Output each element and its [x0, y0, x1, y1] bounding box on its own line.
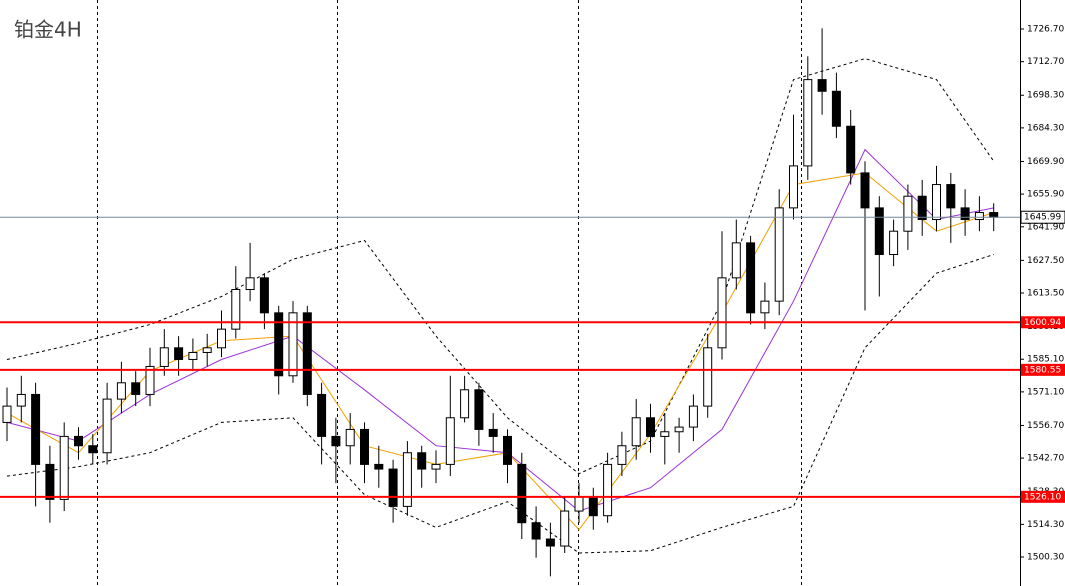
candle-body [960, 207, 970, 221]
candle-body [331, 435, 341, 447]
indicator-line [6, 254, 994, 554]
candle-body [545, 538, 555, 547]
candle-body [774, 207, 784, 302]
y-tick-label: 1542.70 [1027, 454, 1064, 464]
candle-body [388, 468, 398, 507]
candle-body [989, 212, 999, 218]
candle-body [831, 90, 841, 127]
level-label: 1526.10 [1024, 492, 1061, 502]
level-tag [1021, 490, 1065, 503]
candle-body [617, 445, 627, 465]
candle-body [2, 405, 12, 423]
candle-body [803, 79, 813, 167]
candle-body [374, 463, 384, 470]
y-tick-label: 1500.30 [1027, 552, 1064, 562]
candle-body [789, 165, 798, 209]
candle-body [646, 417, 655, 437]
candle-body [317, 393, 327, 437]
candle-body [259, 277, 269, 314]
candle-body [202, 347, 212, 353]
candle-body [903, 195, 913, 232]
candle-body [417, 452, 427, 470]
candle-body [345, 428, 355, 447]
candle-body [445, 417, 455, 465]
candle-body [102, 398, 112, 454]
candle-body [703, 347, 713, 407]
candle-body [145, 365, 155, 395]
candle-body [860, 172, 870, 209]
candle-body [88, 445, 98, 454]
y-tick-label: 1585.10 [1027, 355, 1064, 365]
candle-body [889, 230, 899, 256]
candle-body [717, 277, 727, 349]
candle-body [174, 347, 184, 360]
level-label: 1580.55 [1024, 365, 1061, 375]
level-label: 1600.94 [1024, 318, 1061, 328]
candle-body [59, 435, 69, 500]
candle-body [431, 463, 441, 470]
candle-body [731, 242, 741, 279]
candle-body [360, 428, 369, 465]
y-tick-label: 1698.30 [1027, 91, 1064, 101]
level-tag [1021, 316, 1065, 329]
candle-body [274, 312, 284, 377]
candle-body [31, 393, 41, 465]
candle-body [231, 289, 241, 330]
y-tick-label: 1556.70 [1027, 421, 1064, 431]
candle-body [474, 389, 484, 430]
candle-body [159, 347, 169, 367]
y-tick-label: 1571.10 [1027, 387, 1064, 397]
candle-body [946, 184, 956, 209]
candle-body [517, 463, 527, 524]
current-price-tag [1020, 210, 1065, 224]
candle-body [917, 195, 927, 221]
candle-body [631, 417, 641, 447]
candle-body [688, 405, 698, 428]
candle-body [760, 300, 770, 314]
candle-body [245, 277, 255, 291]
candle-body [302, 312, 312, 395]
candle-body [45, 463, 55, 500]
current-price-label: 1645.99 [1024, 213, 1061, 223]
y-tick-label: 1669.90 [1027, 157, 1064, 167]
y-tick-label: 1712.70 [1027, 57, 1064, 67]
candle-body [188, 351, 198, 360]
y-tick-label: 1655.90 [1027, 190, 1064, 200]
candle-body [574, 496, 584, 512]
candle-body [460, 389, 470, 419]
y-tick-label: 1641.90 [1027, 222, 1064, 232]
candle-body [116, 382, 126, 400]
candle-body [531, 522, 541, 540]
y-tick-label: 1627.50 [1027, 256, 1064, 266]
candle-body [503, 435, 512, 465]
indicator-line [6, 58, 995, 475]
candle-body [817, 79, 827, 92]
chart-title: 铂金4H [14, 18, 82, 42]
candle-body [488, 428, 498, 437]
candle-body [932, 184, 941, 221]
candle-body [74, 435, 83, 447]
candle-body [588, 496, 598, 517]
candle-body [846, 125, 856, 174]
candle-body [660, 431, 670, 437]
candle-body [874, 207, 884, 256]
level-tag [1021, 363, 1065, 376]
candle-body [560, 510, 570, 547]
y-tick-label: 1684.30 [1027, 123, 1064, 133]
y-tick-label: 1726.70 [1027, 25, 1064, 35]
candle-body [603, 463, 613, 517]
y-tick-label: 1514.30 [1027, 520, 1064, 530]
candle-body [974, 212, 984, 221]
candle-body [746, 242, 756, 314]
candle-body [217, 328, 226, 349]
candle-body [674, 426, 684, 433]
candle-body [288, 312, 298, 377]
candle-body [402, 452, 412, 507]
y-tick-label: 1613.50 [1027, 289, 1064, 299]
candle-body [16, 393, 26, 407]
candle-body [131, 382, 141, 395]
